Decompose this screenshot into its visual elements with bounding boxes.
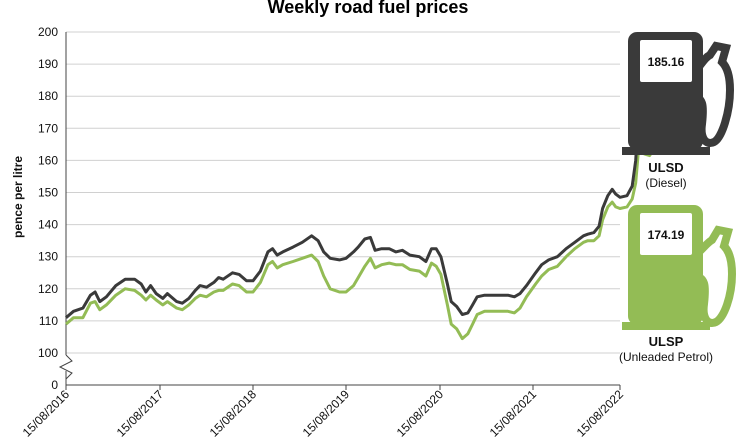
petrol-price-value: 174.19 bbox=[648, 228, 685, 242]
y-tick-label: 100 bbox=[38, 346, 58, 360]
x-axis: 15/08/2016 15/08/2017 15/08/2018 15/08/2019… bbox=[20, 384, 627, 440]
diesel-pump-subtitle: (Diesel) bbox=[645, 176, 686, 190]
petrol-pump-icon: 174.19 ULSP (Unleaded Petrol) bbox=[619, 205, 737, 364]
y-axis-label: pence per litre bbox=[11, 156, 25, 238]
x-tick-label: 15/08/2022 bbox=[574, 387, 627, 440]
y-axis: 0 100 110 120 130 140 150 160 170 180 190 200 bbox=[38, 25, 73, 392]
series-line-ulsp bbox=[65, 59, 679, 341]
y-tick-label: 140 bbox=[38, 218, 58, 232]
y-tick-label: 0 bbox=[51, 378, 58, 392]
y-tick-label: 200 bbox=[38, 25, 58, 39]
y-tick-label: 180 bbox=[38, 89, 58, 103]
chart-title: Weekly road fuel prices bbox=[268, 0, 469, 17]
diesel-price-value: 185.16 bbox=[648, 55, 685, 69]
diesel-pump-base bbox=[622, 147, 710, 155]
petrol-pump-name: ULSP bbox=[649, 334, 684, 349]
x-tick-label: 15/08/2017 bbox=[114, 387, 167, 440]
x-tick-label: 15/08/2020 bbox=[394, 387, 447, 440]
y-tick-label: 150 bbox=[38, 186, 58, 200]
x-tick-label: 15/08/2018 bbox=[207, 387, 260, 440]
diesel-pump-icon: 185.16 ULSD (Diesel) bbox=[622, 32, 735, 190]
series-lines bbox=[65, 33, 679, 341]
petrol-pump-subtitle: (Unleaded Petrol) bbox=[619, 350, 713, 364]
petrol-pump-base bbox=[622, 322, 710, 330]
y-axis-break-mark bbox=[58, 354, 73, 380]
y-tick-label: 170 bbox=[38, 121, 58, 135]
x-tick-label: 15/08/2016 bbox=[20, 387, 73, 440]
y-tick-label: 130 bbox=[38, 250, 58, 264]
y-tick-label: 160 bbox=[38, 153, 58, 167]
y-tick-label: 190 bbox=[38, 57, 58, 71]
diesel-pump-screen bbox=[640, 40, 692, 82]
y-tick-label: 120 bbox=[38, 282, 58, 296]
y-tick-label: 110 bbox=[39, 314, 58, 328]
gridlines bbox=[66, 31, 620, 354]
petrol-pump-hose bbox=[674, 225, 737, 327]
petrol-pump-screen bbox=[640, 213, 692, 255]
x-tick-label: 15/08/2019 bbox=[300, 387, 353, 440]
x-tick-label: 15/08/2021 bbox=[487, 387, 540, 440]
diesel-pump-name: ULSD bbox=[648, 160, 683, 175]
series-line-ulsd bbox=[65, 33, 679, 319]
